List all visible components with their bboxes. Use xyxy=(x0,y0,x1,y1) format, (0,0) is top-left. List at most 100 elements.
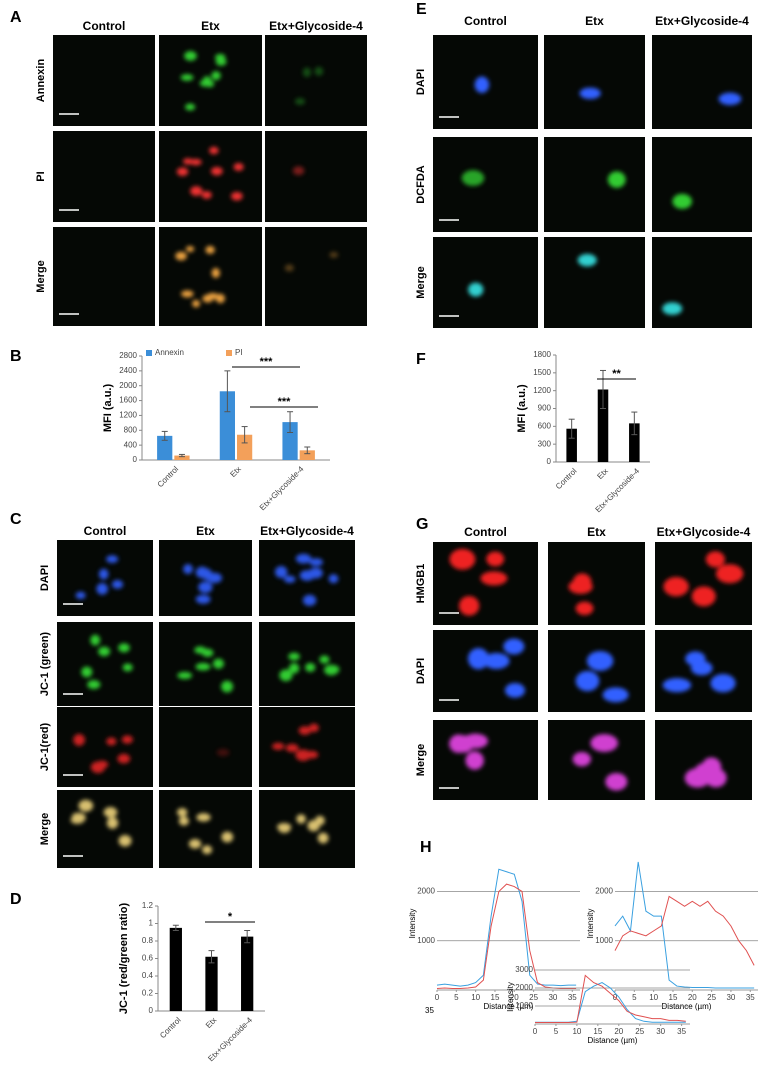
column-header: Control xyxy=(464,525,507,539)
bar xyxy=(241,936,254,1011)
y-tick-label: 1800 xyxy=(533,350,551,359)
micrograph xyxy=(57,790,153,868)
cell xyxy=(176,167,189,177)
row-label: DAPI xyxy=(39,565,51,591)
cell xyxy=(272,742,285,750)
y-tick-label: 1500 xyxy=(533,368,551,377)
significance-label: * xyxy=(228,911,233,923)
bar xyxy=(157,435,173,460)
cell xyxy=(177,671,193,680)
y-tick-label: 2000 xyxy=(595,887,613,896)
panel-letter: C xyxy=(10,511,22,528)
cell xyxy=(106,817,119,829)
cell xyxy=(201,648,214,658)
cells xyxy=(175,245,225,308)
cell xyxy=(305,662,316,672)
cell xyxy=(73,733,85,746)
y-tick-label: 2400 xyxy=(119,366,137,375)
cell xyxy=(279,669,293,682)
y-tick-label: 1 xyxy=(149,919,154,928)
column-header: Etx xyxy=(585,14,604,28)
cells xyxy=(449,548,508,616)
cells xyxy=(183,564,223,604)
cell xyxy=(221,680,234,693)
cell xyxy=(465,751,484,770)
cell xyxy=(663,577,689,597)
cell xyxy=(75,591,86,600)
cells xyxy=(216,748,230,757)
x-tick-label: 0 xyxy=(533,1027,538,1036)
x-tick-label: 20 xyxy=(614,1027,623,1036)
y-tick-label: 900 xyxy=(538,404,552,413)
micrograph xyxy=(57,707,153,787)
micrograph xyxy=(652,237,752,328)
cell xyxy=(118,643,130,653)
cells xyxy=(176,807,234,855)
panel-letter: F xyxy=(416,351,426,368)
intensity-line xyxy=(614,861,755,989)
x-tick-label: 25 xyxy=(707,993,716,1002)
cell xyxy=(480,571,508,586)
panel-letter: E xyxy=(416,1,427,18)
intensity-line xyxy=(436,868,577,987)
cell xyxy=(308,723,319,733)
panel-letter: B xyxy=(10,348,22,365)
x-tick-label: Etx xyxy=(228,465,243,480)
cell xyxy=(117,753,131,764)
cell xyxy=(185,245,195,253)
cells xyxy=(579,87,601,100)
cell xyxy=(296,814,306,824)
cell xyxy=(579,87,601,100)
cell xyxy=(188,838,202,849)
y-tick-label: 1600 xyxy=(119,396,137,405)
micrograph xyxy=(57,622,153,706)
cell xyxy=(590,734,619,752)
cell xyxy=(461,170,485,186)
cells xyxy=(449,733,488,770)
x-tick-label: 30 xyxy=(548,993,557,1002)
cell xyxy=(672,193,692,209)
cell xyxy=(196,813,211,822)
cell xyxy=(231,191,243,201)
cells xyxy=(663,551,744,607)
intensity-line xyxy=(614,895,755,966)
x-axis-label: Distance (µm) xyxy=(662,1002,712,1011)
row-label: JC-1 (green) xyxy=(39,632,51,697)
cells xyxy=(662,302,683,315)
cell xyxy=(503,638,525,655)
column-header: Control xyxy=(84,524,127,538)
x-tick-label: 15 xyxy=(491,993,500,1002)
micrograph xyxy=(265,131,367,222)
micrograph xyxy=(159,707,252,787)
cell xyxy=(317,832,329,844)
cells xyxy=(279,652,340,682)
cells xyxy=(75,555,124,600)
panel-letter: H xyxy=(420,839,432,856)
x-tick-label: Etx xyxy=(204,1016,219,1031)
cells xyxy=(272,723,319,761)
y-axis-label: Intensity xyxy=(586,909,595,939)
column-header: Etx+Glycoside-4 xyxy=(260,524,354,538)
panel-letter: G xyxy=(416,516,428,533)
x-tick-label: 5 xyxy=(554,1027,559,1036)
cell xyxy=(190,186,203,196)
cells xyxy=(577,253,597,267)
micrograph xyxy=(548,720,645,800)
y-tick-label: 0 xyxy=(547,457,552,466)
y-tick-label: 0.6 xyxy=(142,954,154,963)
cell xyxy=(449,548,476,570)
cell xyxy=(329,251,339,258)
cell xyxy=(577,253,597,267)
x-tick-label: 35 xyxy=(746,993,755,1002)
y-tick-label: 1000 xyxy=(515,1001,533,1010)
x-tick-label: Etx+Glycoside-4 xyxy=(258,464,306,512)
cell xyxy=(314,66,324,76)
row-label: DCFDA xyxy=(415,165,427,204)
y-tick-label: 0.4 xyxy=(142,971,154,980)
intensity-line xyxy=(535,974,686,1024)
x-tick-label: 20 xyxy=(688,993,697,1002)
cell xyxy=(98,646,111,657)
cells xyxy=(684,757,727,788)
y-tick-label: 1200 xyxy=(119,411,137,420)
cells xyxy=(468,282,484,297)
